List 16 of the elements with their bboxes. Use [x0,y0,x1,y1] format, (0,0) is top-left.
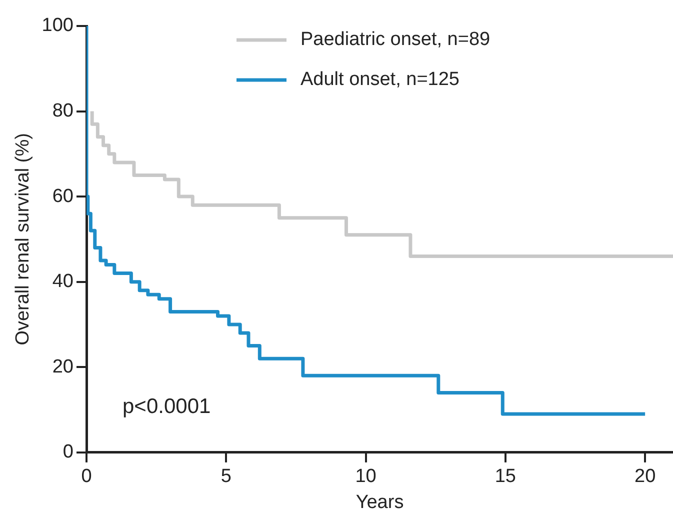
x-tick-label: 10 [355,466,376,488]
x-axis-title: Years [356,492,404,513]
x-tick-label: 15 [494,466,516,488]
y-tick-label: 40 [52,271,74,292]
y-axis-title: Overall renal survival (%) [12,133,34,346]
x-tick-label: 0 [81,466,92,488]
y-tick-label: 80 [52,100,74,122]
y-tick-label: 0 [62,442,74,463]
annotation: p<0.0001 [122,395,211,418]
y-tick-label: 60 [52,186,74,207]
legend-label: Paediatric onset, n=89 [300,29,490,50]
y-tick-label: 20 [52,356,74,378]
y-tick-label: 100 [42,15,74,36]
x-tick-label: 5 [220,466,232,488]
legend-label: Adult onset, n=125 [300,69,460,90]
x-tick-label: 20 [634,466,656,488]
